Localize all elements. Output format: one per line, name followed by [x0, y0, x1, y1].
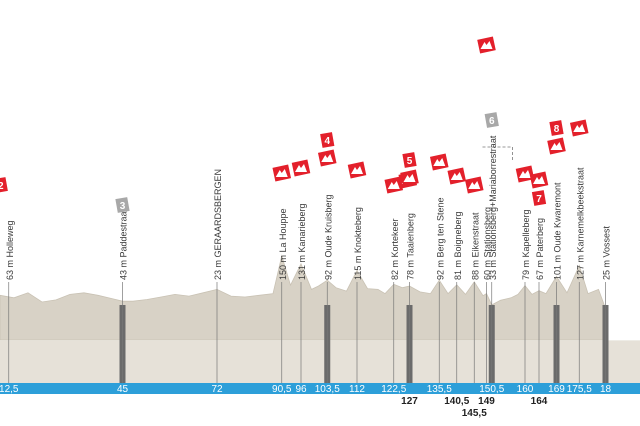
distance-axis-layer: 12,5 45 72 90,5 96 103,5 112 122,5 135,5 150,5 160… [0, 383, 640, 419]
stationsberg-connector [482, 146, 513, 160]
mountain-icon [550, 142, 563, 150]
mountain-icon [519, 170, 531, 178]
climb-mountain-icon [569, 119, 589, 137]
terrain-layer [0, 254, 640, 383]
sector-number-flag: 3 [115, 197, 130, 213]
climb-mountain-icon [547, 137, 566, 155]
sector-number-flag-bg [115, 197, 130, 213]
climb-mountain-icon [529, 171, 549, 189]
climb-label: 88 m Eikenstraat [470, 212, 480, 280]
climb-mountain-icon [447, 167, 467, 185]
climb-label: 23 m GERAARDSBERGEN [213, 169, 223, 280]
sector-number: 7 [536, 194, 542, 205]
climb-label: 81 m Boigneberg [453, 211, 463, 280]
climb-label: 25 m Vossest [602, 225, 612, 280]
climb-label: 150 m La Houppe [278, 208, 288, 280]
climb-label: 67 m Paterberg [535, 218, 545, 280]
climb-label: 63 m Holleweg [5, 220, 15, 280]
sector-number: 5 [407, 156, 413, 167]
climb-label: 60 m Stationsberg [483, 207, 493, 280]
climb-mountain-icon [347, 161, 367, 179]
sector-number-flag: 8 [549, 120, 564, 136]
mountain-icon [450, 172, 463, 180]
climb-mountain-icon [477, 36, 496, 54]
mountain-icon [275, 169, 288, 177]
elevation-area [0, 254, 606, 341]
km-tick-label: 103,5 [315, 384, 340, 395]
climb-flags-layer: 2 3 4 5 6 7 8 [0, 36, 589, 213]
sector-number-flag-bg [320, 132, 335, 148]
km-tick-label: 135,5 [427, 384, 452, 395]
sector-number: 3 [120, 201, 126, 212]
sector-number-flag: 4 [320, 132, 335, 148]
climb-mountain-icon [384, 176, 404, 194]
distance-axis-bar [0, 383, 640, 394]
km-tick-label: 112 [349, 384, 365, 395]
climb-mountain-icon [429, 153, 449, 171]
climb-mountain-icon [317, 149, 337, 167]
km-tick-label: 96 [295, 384, 307, 395]
climb-label: 131 m Kanarieberg [297, 203, 307, 280]
climb-label: 92 m Oude Kruisberg [323, 194, 333, 280]
climb-label: 79 m Kapelleberg [521, 209, 531, 280]
climb-mountain-icon [400, 169, 419, 187]
km-tick-label: 175,5 [567, 384, 592, 395]
km-tick-label: 45 [117, 384, 129, 395]
km-tick-label: 169 [548, 384, 565, 395]
sector-number: 2 [0, 181, 4, 192]
km-tick-label-below: 145,5 [462, 408, 487, 419]
sector-number-flag-bg [531, 190, 547, 206]
climb-mountain-icon [464, 176, 484, 194]
mountain-icon [295, 164, 307, 172]
climb-label: 78 m Taaienberg [406, 213, 416, 280]
mountain-icon [403, 174, 416, 182]
km-tick-label: 90,5 [272, 384, 292, 395]
km-tick-label: 72 [211, 384, 223, 395]
km-tick-label: 122,5 [381, 384, 406, 395]
climb-label: 43 m Paddestraat [119, 208, 129, 280]
mountain-icon [533, 176, 545, 184]
sector-number-flag-bg [402, 152, 417, 168]
mountain-icon [321, 154, 334, 162]
climb-label: 33 m Stationsberg+Mariaborrestraat [488, 135, 498, 280]
climb-leader-lines-layer [8, 146, 606, 383]
sector-number-flag: 7 [531, 190, 547, 206]
km-tick-label-below: 164 [531, 396, 548, 407]
km-tick-label-below: 127 [401, 396, 418, 407]
km-tick-label: 150,5 [479, 384, 504, 395]
mountain-icon [433, 158, 446, 166]
climb-label: 127 m Karnemelkbeekstraat [575, 167, 585, 280]
climb-label: 101 m Oude Kwaremont [553, 182, 563, 280]
km-tick-label: 160 [517, 384, 534, 395]
km-tick-label-below: 140,5 [444, 396, 469, 407]
climb-mountain-icon [291, 159, 311, 177]
km-tick-label: 18 [600, 384, 612, 395]
mountain-icon [573, 124, 586, 132]
climb-label: 82 m Kortekeer [390, 218, 400, 280]
climb-label: 115 m Knokteberg [353, 207, 363, 280]
sector-number-flag: 5 [402, 152, 417, 168]
profile-lower-band [0, 340, 640, 383]
mountain-icon [468, 181, 481, 189]
km-tick-label-below: 149 [478, 396, 495, 407]
mountain-icon [387, 181, 400, 189]
mountain-icon [351, 166, 363, 174]
sector-number: 4 [324, 136, 330, 147]
sector-number-flag-bg [549, 120, 564, 136]
sector-number: 8 [554, 124, 560, 135]
sector-number-flag-bg [0, 177, 8, 193]
climb-mountain-icon [515, 165, 535, 183]
climb-label: 92 m Berg ten Stene [435, 197, 445, 280]
sector-number-flag: 6 [484, 112, 499, 128]
mountain-icon [480, 41, 493, 49]
sector-number-flag: 2 [0, 177, 8, 193]
climb-labels-layer: 63 m Holleweg 43 m Paddestraat 23 m GERAAR… [5, 135, 612, 280]
km-tick-label: 12,5 [0, 384, 19, 395]
climb-mountain-icon [272, 164, 292, 182]
sector-number-flag-bg [484, 112, 499, 128]
sector-number: 6 [489, 116, 495, 127]
